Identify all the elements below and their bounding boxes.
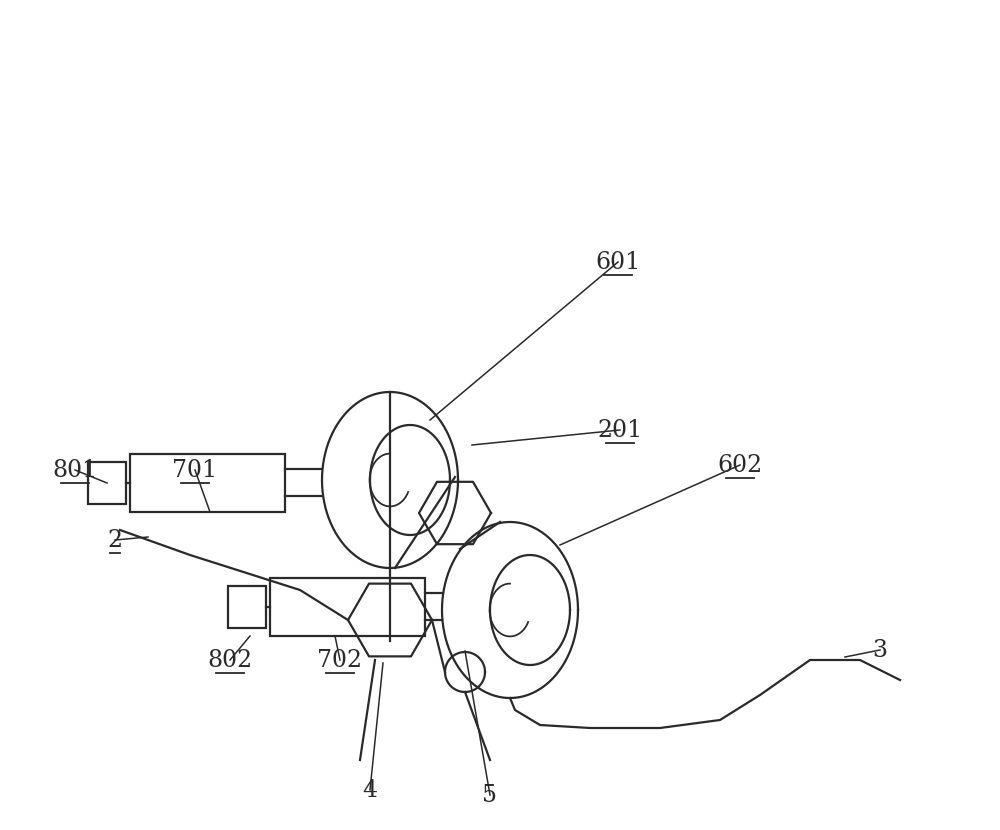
Text: 5: 5 [482,784,498,807]
Text: 801: 801 [52,458,98,481]
Bar [130,454,285,512]
Text: 201: 201 [597,418,643,442]
Bar [228,586,266,628]
Text: 702: 702 [317,648,363,671]
Text: 602: 602 [717,453,763,476]
Text: 601: 601 [595,251,641,274]
Bar [88,462,126,504]
Text: 4: 4 [362,779,378,802]
Bar [270,578,425,636]
Text: 701: 701 [172,458,218,481]
Text: 2: 2 [107,529,123,551]
Text: 802: 802 [207,648,253,671]
Text: 3: 3 [872,638,888,662]
